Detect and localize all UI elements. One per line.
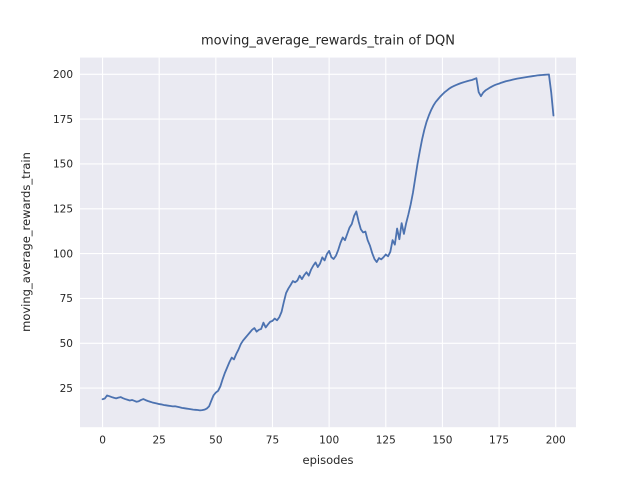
chart-title: moving_average_rewards_train of DQN [201,33,455,49]
x-axis-label: episodes [302,453,354,467]
x-tick-label: 175 [489,435,509,447]
y-tick-label: 175 [53,114,73,126]
x-tick-label: 200 [546,435,566,447]
axes-background [80,57,576,428]
x-tick-label: 0 [99,435,106,447]
x-tick-label: 125 [376,435,396,447]
x-tick-label: 150 [432,435,452,447]
tick-labels: 0 25 50 75 100 125 150 175 200 25 50 75 100 125 150 175… [53,69,566,447]
x-tick-label: 50 [209,435,222,447]
y-tick-label: 50 [60,338,73,350]
x-tick-label: 75 [266,435,279,447]
y-tick-label: 75 [60,293,73,305]
y-tick-label: 125 [53,203,73,215]
x-tick-label: 100 [319,435,339,447]
y-axis-label: moving_average_rewards_train [19,152,33,332]
y-tick-label: 150 [53,159,73,171]
y-tick-label: 100 [53,248,73,260]
y-tick-label: 25 [60,383,73,395]
y-tick-label: 200 [53,69,73,81]
x-tick-label: 25 [153,435,166,447]
line-series [101,73,555,412]
